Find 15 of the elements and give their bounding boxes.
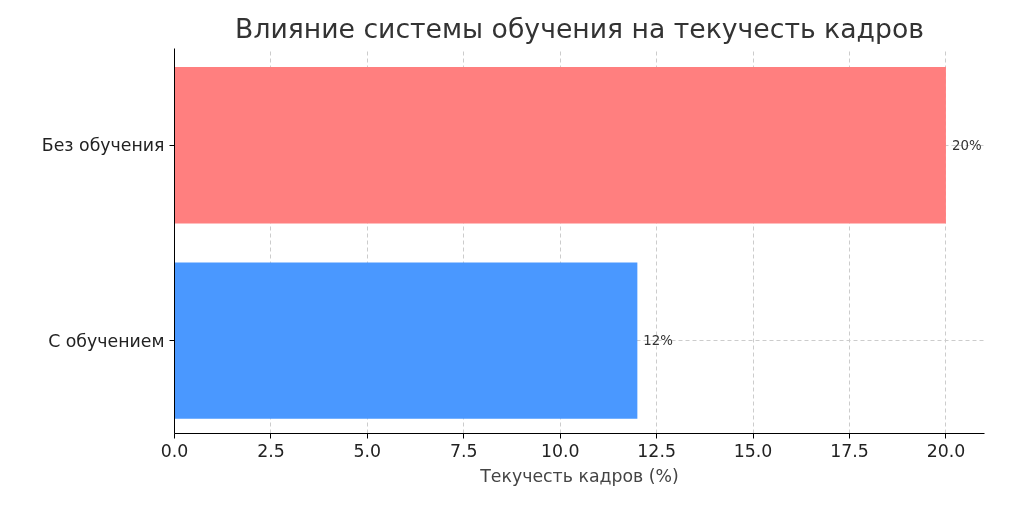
- data-label: 20%: [951, 137, 982, 153]
- x-tick-label: 5.0: [353, 440, 382, 461]
- x-tick-label: 10.0: [540, 440, 580, 461]
- x-tick-label: 20.0: [926, 440, 966, 461]
- y-tick-label: С обучением: [48, 330, 165, 351]
- x-tick-label: 7.5: [450, 440, 478, 461]
- x-tick-label: 0.0: [160, 440, 189, 461]
- data-label: 12%: [643, 333, 673, 349]
- x-tick-label: 17.5: [830, 440, 869, 461]
- x-tick-label: 15.0: [733, 440, 773, 461]
- x-tick-label: 12.5: [637, 440, 676, 461]
- x-axis-title: Текучесть кадров (%): [479, 465, 679, 486]
- chart-title: Влияние системы обучения на текучесть кадров: [235, 12, 924, 44]
- x-tick-label: 2.5: [257, 440, 285, 461]
- y-tick-label: Без обучения: [41, 135, 165, 156]
